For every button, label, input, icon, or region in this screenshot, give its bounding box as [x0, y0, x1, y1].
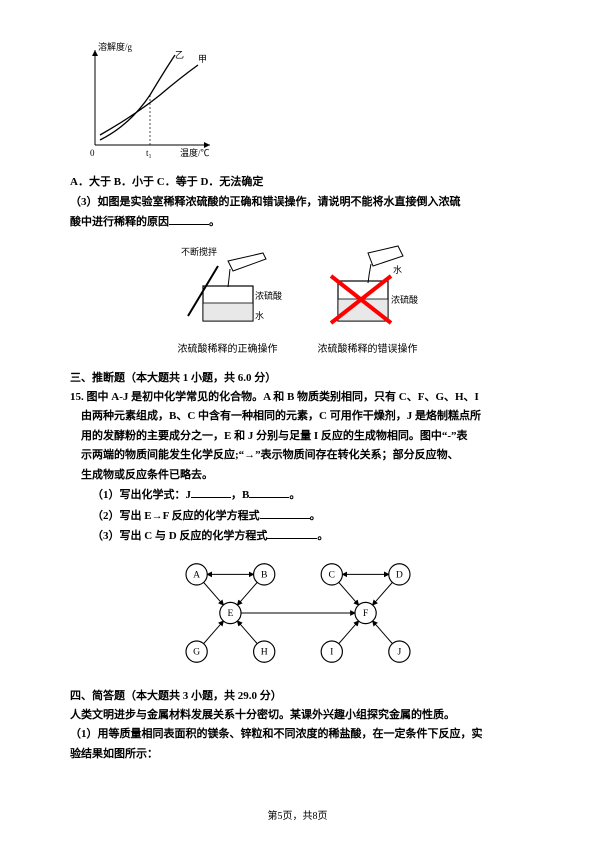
blank-ef [260, 507, 310, 519]
solubility-graph: 溶解度/g 温度/℃ 甲 乙 t₁ 0 [80, 40, 220, 160]
q15: 15. 图中 A-J 是初中化学常见的化合物。A 和 B 物质类别相同，只有 C… [70, 389, 525, 406]
correct-caption: 浓硫酸稀释的正确操作 [178, 340, 278, 355]
q3-line2: 酸中进行稀释的原因。 [70, 213, 525, 231]
svg-text:浓硫酸: 浓硫酸 [391, 294, 418, 305]
graph-curve-right: 甲 [198, 54, 207, 64]
svg-text:H: H [260, 646, 267, 657]
svg-text:C: C [328, 569, 334, 580]
svg-text:B: B [260, 569, 266, 580]
svg-text:0: 0 [90, 148, 95, 158]
graph-ylabel: 溶解度/g [98, 41, 133, 52]
q15-s2: （2）写出 E→F 反应的化学方程式。 [70, 507, 525, 525]
wrong-caption: 浓硫酸稀释的错误操作 [318, 340, 418, 355]
svg-text:J: J [397, 646, 401, 657]
q15-l5: 生成物或反应条件已略去。 [70, 467, 525, 484]
svg-text:I: I [330, 646, 333, 657]
q15-s1: （1）写出化学式：J，B。 [70, 486, 525, 504]
svg-text:浓硫酸: 浓硫酸 [255, 290, 282, 301]
dilution-correct: 不断搅拌 浓硫酸 水 浓硫酸稀释的正确操作 [173, 241, 283, 355]
blank-j [191, 486, 231, 498]
q4-l1: 人类文明进步与金属材料发展关系十分密切。某课外兴趣小组探究金属的性质。 [70, 707, 525, 724]
q4-l2: （1）用等质量相同表面积的镁条、锌粒和不同浓度的稀盐酸，在一定条件下反应，实 [70, 726, 525, 743]
q15-l2: 由两种元素组成，B、C 中含有一种相同的元素，C 可用作干燥剂，J 是烙制糕点所 [70, 408, 525, 425]
q3-line1: （3）如图是实验室稀释浓硫酸的正确和错误操作，请说明不能将水直接倒入浓硫 [70, 194, 525, 211]
q15-l4: 示两端的物质间能发生化学反应;“→”表示物质间存在转化关系；部分反应物、 [70, 447, 525, 464]
dilution-wrong: 水 浓硫酸 浓硫酸稀释的错误操作 [313, 241, 423, 355]
svg-text:不断搅拌: 不断搅拌 [181, 246, 217, 257]
svg-text:D: D [395, 569, 402, 580]
svg-text:G: G [193, 646, 200, 657]
blank-b [249, 486, 289, 498]
graph-xtick: t₁ [146, 148, 152, 158]
svg-text:水: 水 [393, 264, 402, 275]
q15-l3: 用的发酵粉的主要成分之一，E 和 J 分别与足量 I 反应的生成物相同。图中“-… [70, 428, 525, 445]
svg-text:F: F [362, 607, 368, 618]
graph-xlabel: 温度/℃ [180, 147, 210, 158]
choices-line: A．大于 B．小于 C．等于 D．无法确定 [70, 174, 525, 191]
page-footer: 第5页，共8页 [0, 807, 595, 822]
svg-text:A: A [193, 569, 200, 580]
q15-s3: （3）写出 C 与 D 反应的化学方程式。 [70, 527, 525, 545]
dilution-diagrams: 不断搅拌 浓硫酸 水 浓硫酸稀释的正确操作 水 浓硫酸 浓硫酸稀释的错误操作 [70, 241, 525, 355]
q4-l3: 验结果如图所示： [70, 746, 525, 763]
q15-l1: 图中 A-J 是初中化学常见的化合物。A 和 B 物质类别相同，只有 C、F、G… [87, 391, 479, 403]
section4-title: 四、简答题（本大题共 3 小题，共 29.0 分） [70, 687, 525, 703]
svg-text:E: E [227, 607, 233, 618]
q3-line2-text: 酸中进行稀释的原因 [70, 216, 169, 228]
q15-num: 15. [70, 391, 84, 403]
q3-blank [169, 213, 209, 225]
node-network-diagram: A B C D E F G H I J [158, 553, 438, 673]
svg-text:水: 水 [255, 310, 264, 321]
section3-title: 三、推断题（本大题共 1 小题，共 6.0 分） [70, 369, 525, 385]
graph-curve-inner: 乙 [175, 50, 184, 60]
blank-cd [267, 527, 317, 539]
